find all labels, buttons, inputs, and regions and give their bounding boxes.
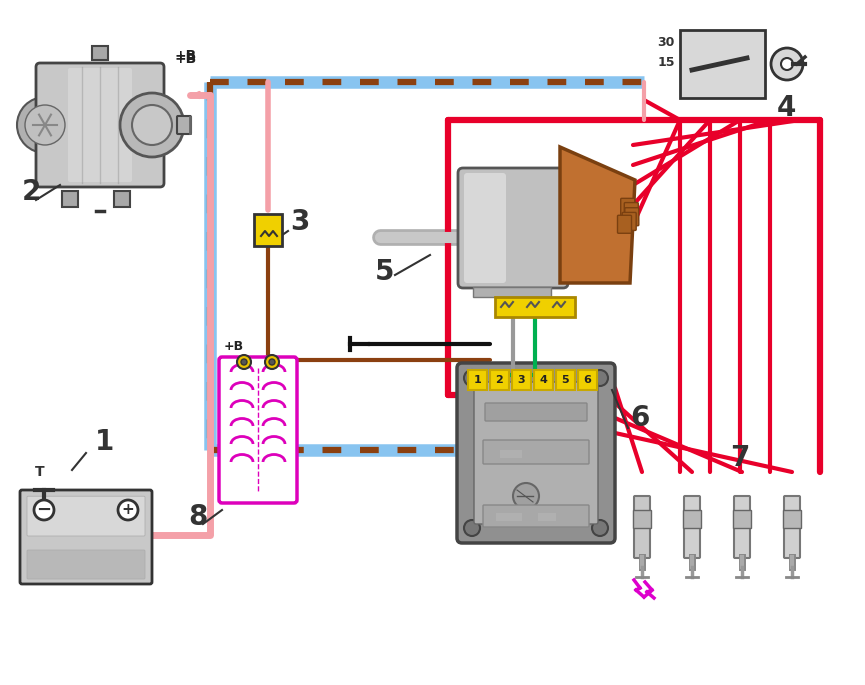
Text: 2: 2 <box>496 375 503 385</box>
Circle shape <box>781 58 793 70</box>
Circle shape <box>237 355 251 369</box>
Text: 3: 3 <box>517 375 525 385</box>
FancyBboxPatch shape <box>457 363 615 543</box>
Text: +B: +B <box>175 52 197 66</box>
FancyBboxPatch shape <box>464 173 506 283</box>
FancyBboxPatch shape <box>490 370 509 390</box>
Circle shape <box>464 520 480 536</box>
FancyBboxPatch shape <box>485 403 587 421</box>
Circle shape <box>771 48 803 80</box>
FancyBboxPatch shape <box>556 370 575 390</box>
Text: 4: 4 <box>540 375 548 385</box>
Text: −: − <box>36 501 52 519</box>
Text: 5: 5 <box>561 375 569 385</box>
FancyBboxPatch shape <box>621 199 635 216</box>
Text: 6: 6 <box>630 404 650 432</box>
Circle shape <box>34 500 54 520</box>
Text: 6: 6 <box>584 375 592 385</box>
FancyBboxPatch shape <box>633 510 651 528</box>
Text: T: T <box>35 465 45 479</box>
FancyBboxPatch shape <box>783 510 801 528</box>
FancyBboxPatch shape <box>538 513 556 521</box>
Circle shape <box>513 483 539 509</box>
FancyBboxPatch shape <box>36 63 164 187</box>
FancyBboxPatch shape <box>27 550 145 579</box>
FancyBboxPatch shape <box>784 496 800 558</box>
FancyBboxPatch shape <box>734 496 750 558</box>
Text: +: + <box>122 503 134 517</box>
FancyBboxPatch shape <box>618 215 631 234</box>
Text: 1: 1 <box>474 375 482 385</box>
FancyBboxPatch shape <box>254 214 282 246</box>
Circle shape <box>241 359 247 365</box>
FancyBboxPatch shape <box>177 116 191 134</box>
FancyBboxPatch shape <box>474 382 598 524</box>
Text: 7: 7 <box>730 444 749 472</box>
FancyBboxPatch shape <box>496 513 522 521</box>
Text: +B: +B <box>224 340 244 353</box>
FancyBboxPatch shape <box>68 68 132 182</box>
FancyBboxPatch shape <box>495 297 575 317</box>
FancyBboxPatch shape <box>114 191 130 207</box>
Text: +B: +B <box>175 49 197 63</box>
Circle shape <box>269 359 275 365</box>
FancyBboxPatch shape <box>473 287 551 297</box>
Circle shape <box>118 500 138 520</box>
FancyBboxPatch shape <box>20 490 152 584</box>
FancyBboxPatch shape <box>680 30 765 98</box>
Text: 30: 30 <box>657 36 675 49</box>
Text: 8: 8 <box>188 503 208 531</box>
Circle shape <box>120 93 184 157</box>
FancyBboxPatch shape <box>500 450 522 458</box>
Text: 5: 5 <box>375 258 394 286</box>
Text: 2: 2 <box>22 178 42 206</box>
FancyBboxPatch shape <box>622 212 636 230</box>
FancyBboxPatch shape <box>27 496 145 536</box>
FancyBboxPatch shape <box>219 357 297 503</box>
Text: 1: 1 <box>95 428 114 456</box>
Circle shape <box>464 370 480 386</box>
FancyBboxPatch shape <box>458 168 568 288</box>
Text: 3: 3 <box>290 208 310 236</box>
FancyBboxPatch shape <box>468 370 487 390</box>
Circle shape <box>25 105 65 145</box>
FancyBboxPatch shape <box>733 510 751 528</box>
FancyBboxPatch shape <box>683 510 701 528</box>
FancyBboxPatch shape <box>512 370 531 390</box>
FancyBboxPatch shape <box>578 370 597 390</box>
FancyBboxPatch shape <box>634 496 650 558</box>
FancyBboxPatch shape <box>92 46 108 60</box>
FancyBboxPatch shape <box>483 505 589 527</box>
Circle shape <box>132 105 172 145</box>
Circle shape <box>17 97 73 153</box>
FancyBboxPatch shape <box>534 370 553 390</box>
FancyBboxPatch shape <box>62 191 78 207</box>
FancyBboxPatch shape <box>625 208 639 226</box>
FancyBboxPatch shape <box>483 440 589 464</box>
Text: 15: 15 <box>657 56 675 69</box>
Circle shape <box>592 520 608 536</box>
Circle shape <box>592 370 608 386</box>
FancyBboxPatch shape <box>684 496 700 558</box>
FancyBboxPatch shape <box>625 203 638 221</box>
Text: 4: 4 <box>777 94 797 122</box>
Polygon shape <box>560 147 635 283</box>
Circle shape <box>265 355 279 369</box>
